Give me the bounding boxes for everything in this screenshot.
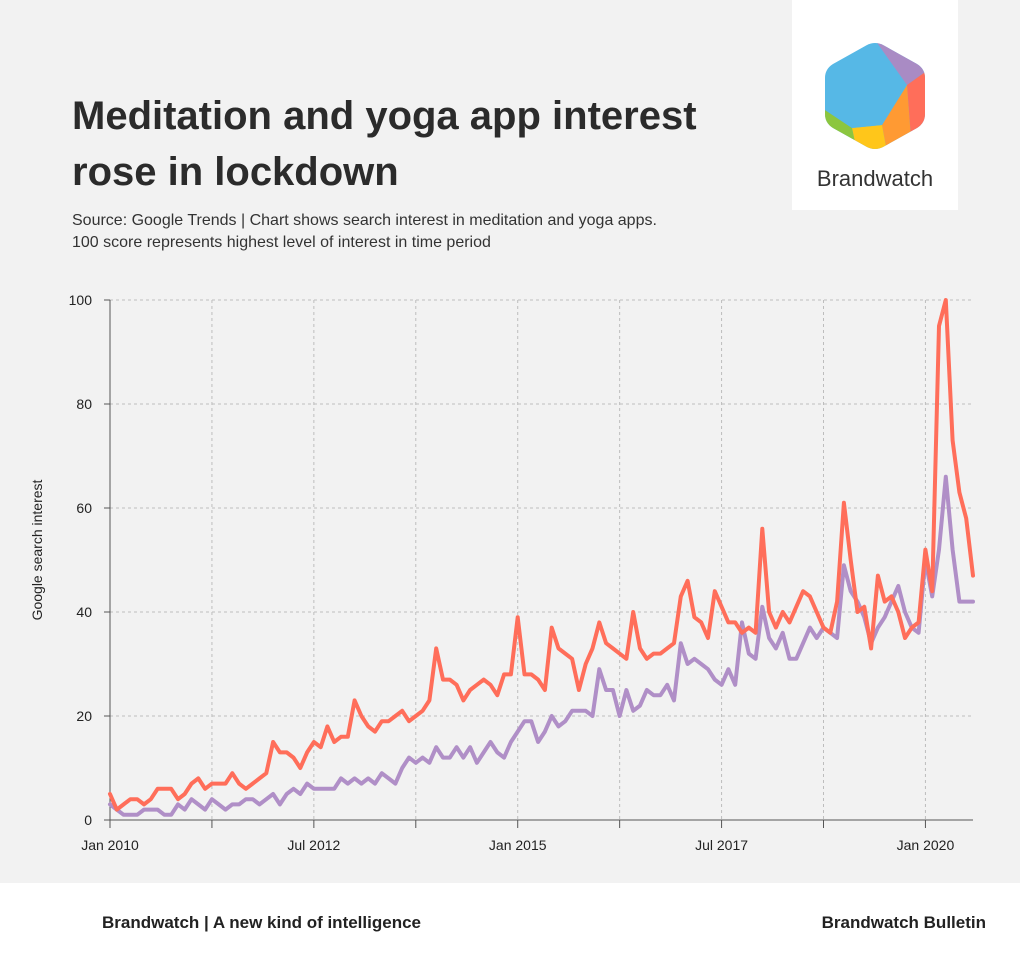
subtitle-note: 100 score represents highest level of in… <box>72 234 491 251</box>
x-tick-label: Jul 2012 <box>287 837 340 853</box>
series-line-orange <box>108 298 975 812</box>
y-tick-label: 80 <box>76 396 92 412</box>
brandwatch-hexagon-icon <box>825 43 925 149</box>
line-chart: 0 20 40 60 80 100 Jan 2010 Jul 2012 Jan 2015 Jul… <box>29 292 975 853</box>
chart-series <box>108 298 975 817</box>
page-title: Meditation and yoga app interest rose in… <box>72 94 697 194</box>
chart-grid <box>110 299 973 820</box>
chart-panel: Meditation and yoga app interest rose in… <box>0 0 1020 883</box>
y-tick-label: 40 <box>76 604 92 620</box>
y-tick-label: 100 <box>69 292 93 308</box>
y-axis-ticks: 0 20 40 60 80 100 <box>69 292 110 828</box>
chart-subtitle: Source: Google Trends | Chart shows sear… <box>72 210 772 254</box>
footer-tagline: Brandwatch | A new kind of intelligence <box>102 913 421 932</box>
chart-axes <box>109 300 973 821</box>
x-tick-label: Jul 2017 <box>695 837 748 853</box>
x-tick-label: Jan 2010 <box>81 837 139 853</box>
footer-publication: Brandwatch Bulletin <box>821 913 986 932</box>
subtitle-source: Source: Google Trends | Chart shows sear… <box>72 212 657 229</box>
x-tick-label: Jan 2020 <box>897 837 955 853</box>
y-tick-label: 0 <box>84 812 92 828</box>
brand-wordmark: Brandwatch <box>816 166 934 191</box>
brand-logo-card: Brandwatch <box>792 0 958 210</box>
x-axis-ticks: Jan 2010 Jul 2012 Jan 2015 Jul 2017 Jan 2020 <box>81 820 954 853</box>
y-axis-label: Google search interest <box>29 479 45 620</box>
y-tick-label: 60 <box>76 500 92 516</box>
x-tick-label: Jan 2015 <box>489 837 547 853</box>
y-tick-label: 20 <box>76 708 92 724</box>
